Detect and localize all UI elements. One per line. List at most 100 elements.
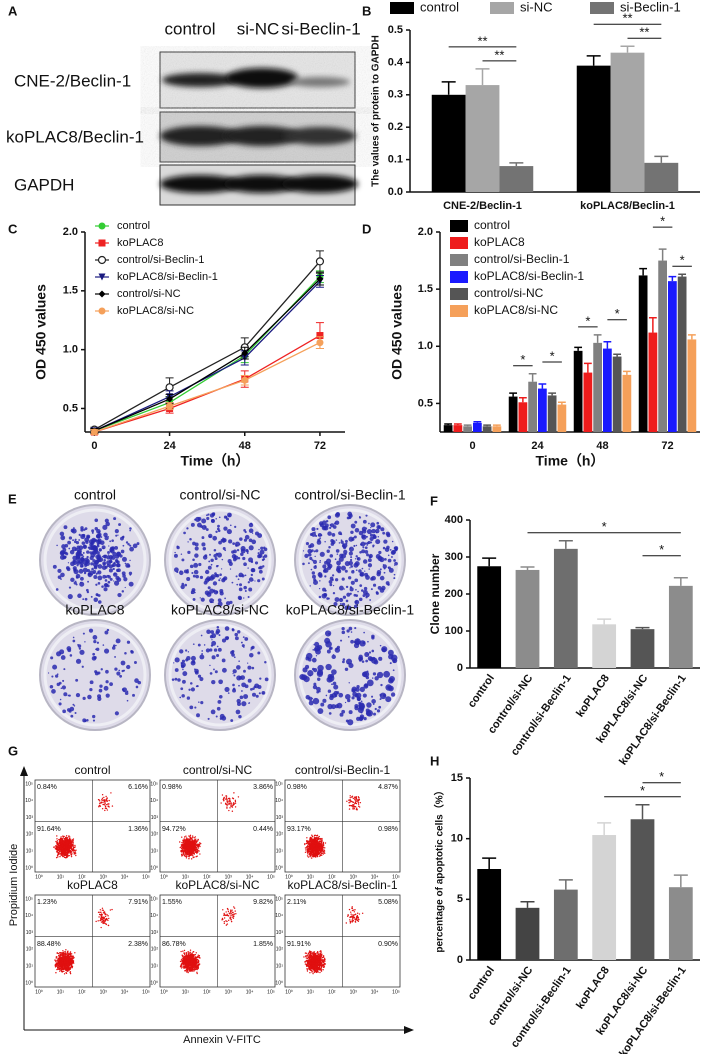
colony [68, 548, 70, 550]
flow-event [227, 804, 228, 805]
flow-event [323, 853, 324, 854]
flow-event [58, 967, 59, 968]
colony [316, 528, 318, 530]
colony [350, 565, 353, 568]
flow-event [226, 797, 227, 798]
flow-x-label: Annexin V-FITC [183, 1034, 261, 1046]
flow-event [224, 797, 225, 798]
colony [356, 545, 357, 546]
colony [73, 566, 77, 570]
flow-event [99, 912, 100, 913]
colony [127, 700, 129, 702]
colony [210, 672, 213, 675]
colony [357, 591, 359, 593]
flow-event [64, 955, 65, 956]
flow-event [229, 807, 230, 808]
colony [104, 648, 109, 653]
colony [104, 686, 109, 691]
colony [105, 519, 109, 523]
flow-x-tick: 10⁴ [121, 874, 129, 880]
flow-event [57, 847, 58, 848]
flow-event [58, 969, 59, 970]
colony [365, 515, 367, 517]
flow-event [70, 971, 71, 972]
flow-event [305, 852, 306, 853]
flow-event [57, 960, 58, 961]
colony [185, 649, 187, 651]
colony [308, 545, 312, 549]
colony [116, 563, 120, 567]
flow-event [64, 846, 65, 847]
colony [310, 550, 312, 552]
colony [108, 554, 110, 556]
colony [357, 558, 359, 560]
colony [93, 545, 98, 550]
flow-event [192, 847, 193, 848]
colony [97, 694, 101, 698]
flow-event [102, 804, 103, 805]
colony [369, 651, 371, 653]
flow-event [358, 806, 359, 807]
colony [87, 569, 90, 572]
flow-event [189, 855, 190, 856]
colony [113, 517, 116, 520]
colony [222, 668, 227, 673]
colony [103, 563, 105, 565]
flow-event [314, 845, 315, 846]
flow-event [62, 852, 63, 853]
colony [117, 593, 121, 597]
flow-event [315, 849, 316, 850]
colony [349, 710, 353, 714]
colony [243, 586, 247, 590]
colony [219, 573, 222, 576]
colony [208, 718, 210, 720]
flow-event [232, 806, 233, 807]
flow-event [66, 852, 67, 853]
colony [75, 679, 78, 682]
colony [380, 684, 382, 686]
flow-event [321, 838, 322, 839]
flow-event [348, 802, 349, 803]
colony [257, 685, 261, 689]
colony [124, 652, 127, 655]
colony [209, 589, 214, 594]
colony [385, 696, 391, 702]
flow-event [183, 847, 184, 848]
flow-event [316, 842, 317, 843]
flow-event [59, 962, 60, 963]
colony [80, 577, 84, 581]
flow-event [62, 960, 63, 961]
colony [236, 710, 241, 715]
colony [102, 525, 107, 530]
flow-event [198, 847, 199, 848]
colony [190, 565, 194, 569]
colony [385, 547, 389, 551]
colony [63, 668, 65, 670]
flow-event [107, 920, 108, 921]
flow-title: control/si-Beclin-1 [295, 763, 391, 777]
flow-event [68, 845, 69, 846]
colony [61, 655, 66, 660]
colony [245, 531, 247, 533]
flow-y-tick: 10⁵ [25, 781, 33, 787]
flow-event [59, 856, 60, 857]
colony [333, 654, 334, 655]
flow-event [306, 847, 307, 848]
flow-y-tick: 10⁴ [275, 798, 283, 804]
colony [257, 579, 260, 582]
colony [371, 699, 376, 704]
colony [372, 677, 373, 678]
colony [218, 579, 220, 581]
colony [371, 696, 373, 698]
colony [249, 653, 254, 658]
colony [103, 587, 107, 591]
colony [68, 562, 69, 563]
colony [245, 574, 247, 576]
colony [378, 526, 381, 529]
colony [366, 553, 369, 556]
colony [393, 577, 395, 579]
colony [67, 541, 71, 545]
colony [201, 635, 203, 637]
flow-event [192, 841, 193, 842]
flow-y-label: Propidium Iodide [8, 844, 20, 927]
